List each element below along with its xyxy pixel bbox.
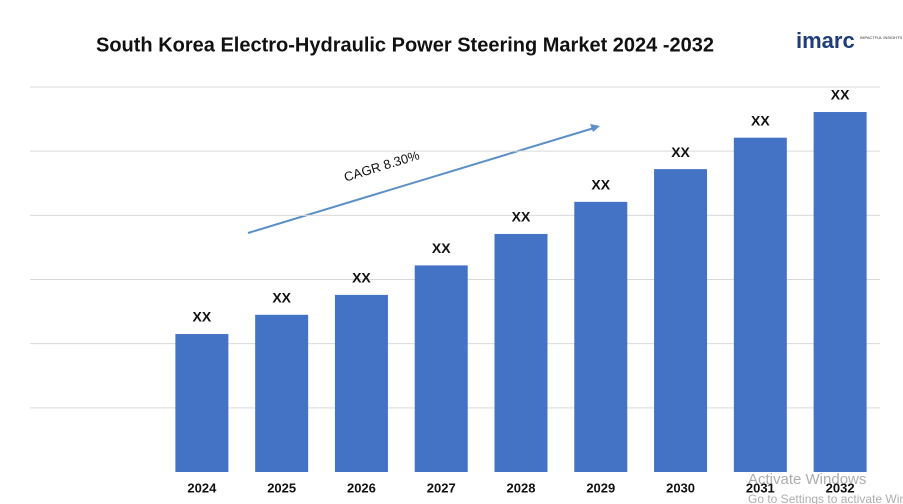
value-label: XX bbox=[432, 240, 451, 256]
value-label: XX bbox=[671, 144, 690, 160]
cagr-label: CAGR 8.30% bbox=[342, 147, 421, 184]
logo: imarc bbox=[796, 28, 855, 53]
chart-title: South Korea Electro-Hydraulic Power Stee… bbox=[96, 34, 714, 56]
value-label: XX bbox=[352, 270, 371, 286]
plot: 2024 XX 2025 XX 2026 XX 2027 XX 2028 XX 2029 XX 2030… bbox=[30, 86, 880, 495]
value-label: XX bbox=[193, 309, 212, 325]
arrow-head bbox=[590, 124, 600, 132]
value-label: XX bbox=[831, 87, 850, 103]
value-label: XX bbox=[272, 289, 291, 305]
bar bbox=[175, 334, 229, 472]
logo-tagline: IMPACTFUL INSIGHTS bbox=[860, 35, 903, 40]
value-label: XX bbox=[591, 177, 610, 193]
bar bbox=[654, 169, 708, 472]
bar bbox=[574, 201, 628, 472]
cagr-arrow bbox=[247, 127, 595, 234]
x-tick-label: 2028 bbox=[507, 480, 536, 495]
bar bbox=[733, 137, 787, 473]
bar bbox=[255, 314, 309, 472]
x-tick-label: 2027 bbox=[427, 480, 456, 495]
bar bbox=[414, 265, 468, 472]
x-tick-label: 2025 bbox=[267, 480, 296, 495]
x-tick-label: 2032 bbox=[826, 480, 855, 495]
x-tick-label: 2024 bbox=[187, 480, 217, 495]
bar bbox=[813, 112, 867, 473]
x-tick-label: 2031 bbox=[746, 480, 775, 495]
x-tick-label: 2026 bbox=[347, 480, 376, 495]
watermark: Activate Windows bbox=[748, 471, 866, 488]
watermark: Go to Settings to activate Windows. bbox=[748, 492, 903, 504]
x-tick-label: 2029 bbox=[586, 480, 615, 495]
value-label: XX bbox=[751, 112, 770, 128]
bar bbox=[334, 294, 388, 472]
x-tick-label: 2030 bbox=[666, 480, 695, 495]
value-label: XX bbox=[512, 209, 531, 225]
bar bbox=[494, 233, 548, 472]
